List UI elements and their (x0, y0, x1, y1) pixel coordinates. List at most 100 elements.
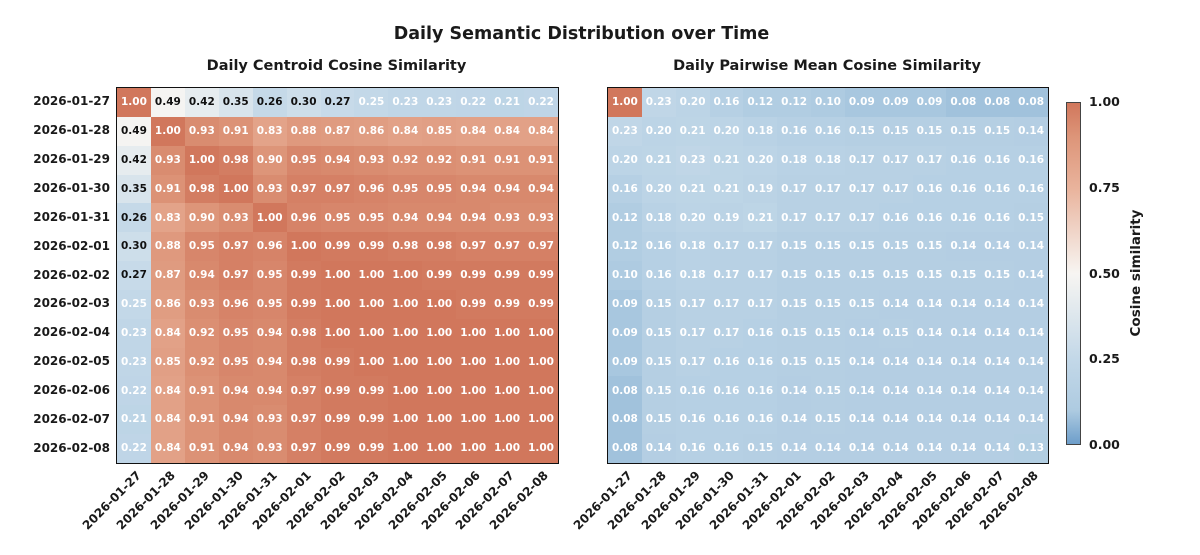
heatmap-cell: 0.18 (641, 203, 676, 233)
heatmap-cell: 0.23 (388, 88, 423, 117)
y-tick-label: 2026-02-04 (33, 325, 110, 340)
heatmap-cell: 0.21 (675, 174, 710, 204)
heatmap-cell: 0.18 (675, 261, 710, 290)
heatmap-cell: 0.96 (252, 232, 287, 262)
heatmap-cell: 0.14 (878, 289, 913, 319)
heatmap-cell: 0.17 (743, 261, 778, 290)
heatmap-cell: 0.14 (844, 405, 879, 435)
heatmap-cell: 1.00 (388, 376, 423, 406)
heatmap-cell: 0.14 (946, 434, 981, 463)
heatmap-cell: 1.00 (286, 232, 321, 262)
heatmap-cell: 0.21 (709, 174, 744, 204)
heatmap-cell: 0.15 (641, 405, 676, 435)
heatmap-cell: 0.15 (811, 405, 845, 435)
heatmap-cell: 0.15 (811, 376, 845, 406)
heatmap-cell: 0.23 (422, 88, 457, 117)
heatmap-cell: 0.16 (946, 203, 981, 233)
heatmap-cell: 0.14 (844, 347, 879, 377)
heatmap-cell: 0.15 (777, 261, 812, 290)
heatmap-cell: 0.15 (844, 261, 879, 290)
heatmap-cell: 1.00 (320, 289, 355, 319)
heatmap-cell: 1.00 (354, 261, 389, 290)
heatmap-cell: 0.14 (777, 376, 812, 406)
heatmap-cell: 0.08 (980, 88, 1015, 117)
heatmap-cell: 0.95 (354, 203, 389, 233)
heatmap-cell: 0.91 (150, 174, 185, 204)
heatmap-cell: 1.00 (490, 405, 525, 435)
heatmap-cell: 0.16 (946, 174, 981, 204)
heatmap-cell: 0.99 (354, 434, 389, 463)
heatmap-cell: 0.14 (1014, 232, 1048, 262)
heatmap-cell: 0.09 (912, 88, 947, 117)
heatmap-cell: 0.21 (675, 116, 710, 146)
heatmap-cell: 1.00 (422, 347, 457, 377)
heatmap-cell: 1.00 (252, 203, 287, 233)
heatmap-cell: 0.20 (641, 116, 676, 146)
heatmap-cell: 1.00 (388, 261, 423, 290)
heatmap-cell: 0.17 (743, 232, 778, 262)
heatmap-cell: 0.98 (184, 174, 219, 204)
heatmap-cell: 0.14 (912, 376, 947, 406)
heatmap-cell: 0.14 (912, 434, 947, 463)
heatmap-cell: 0.18 (777, 145, 812, 175)
heatmap-cell: 0.14 (1014, 405, 1048, 435)
heatmap-cell: 0.25 (354, 88, 389, 117)
heatmap-cell: 0.14 (641, 434, 676, 463)
heatmap-cell: 0.10 (811, 88, 845, 117)
heatmap-cell: 0.84 (524, 116, 558, 146)
heatmap-cell: 0.17 (912, 145, 947, 175)
heatmap-cell: 0.09 (878, 88, 913, 117)
heatmap-cell: 1.00 (490, 318, 525, 348)
heatmap-cell: 0.84 (456, 116, 491, 146)
heatmap-cell: 0.16 (980, 174, 1015, 204)
heatmap-cell: 0.08 (608, 376, 642, 406)
heatmap-cell: 0.14 (980, 376, 1015, 406)
heatmap-cell: 0.98 (286, 347, 321, 377)
heatmap-cell: 0.15 (641, 347, 676, 377)
heatmap-cell: 0.14 (1014, 376, 1048, 406)
heatmap-cell: 0.09 (844, 88, 879, 117)
heatmap-cell: 0.95 (252, 289, 287, 319)
heatmap-cell: 0.95 (218, 318, 253, 348)
heatmap-cell: 0.16 (743, 318, 778, 348)
heatmap-cell: 0.95 (286, 145, 321, 175)
heatmap-cell: 0.99 (286, 289, 321, 319)
heatmap-cell: 0.15 (912, 261, 947, 290)
heatmap-cell: 0.30 (286, 88, 321, 117)
heatmap-cell: 0.93 (490, 203, 525, 233)
heatmap-cell: 0.15 (811, 232, 845, 262)
heatmap-cell: 0.14 (844, 376, 879, 406)
heatmap-cell: 0.93 (354, 145, 389, 175)
heatmap-cell: 0.49 (117, 116, 151, 146)
heatmap-cell: 1.00 (456, 347, 491, 377)
heatmap-cell: 0.17 (878, 174, 913, 204)
heatmap-cell: 0.20 (641, 174, 676, 204)
heatmap-cell: 0.16 (980, 203, 1015, 233)
heatmap-cell: 1.00 (422, 405, 457, 435)
heatmap-cell: 1.00 (524, 347, 558, 377)
heatmap-cell: 0.17 (844, 203, 879, 233)
heatmap-cell: 0.16 (811, 116, 845, 146)
left-heatmap-title: Daily Centroid Cosine Similarity (206, 58, 467, 74)
heatmap-cell: 0.17 (675, 318, 710, 348)
heatmap-cell: 0.21 (490, 88, 525, 117)
heatmap-cell: 0.15 (811, 261, 845, 290)
heatmap-cell: 0.20 (675, 88, 710, 117)
heatmap-cell: 0.12 (608, 232, 642, 262)
heatmap-cell: 0.91 (184, 434, 219, 463)
heatmap-cell: 0.09 (608, 347, 642, 377)
heatmap-cell: 0.26 (252, 88, 287, 117)
colorbar-tick-label: 1.00 (1089, 94, 1120, 109)
heatmap-cell: 0.20 (675, 203, 710, 233)
heatmap-cell: 0.17 (709, 289, 744, 319)
heatmap-cell: 0.14 (777, 405, 812, 435)
heatmap-cell: 0.16 (641, 261, 676, 290)
heatmap-cell: 0.84 (490, 116, 525, 146)
colorbar-tick-label: 0.75 (1089, 179, 1120, 195)
heatmap-cell: 0.17 (878, 145, 913, 175)
heatmap-cell: 0.93 (252, 434, 287, 463)
heatmap-cell: 0.42 (184, 88, 219, 117)
heatmap-cell: 0.91 (184, 376, 219, 406)
heatmap-cell: 0.15 (844, 116, 879, 146)
heatmap-cell: 0.15 (811, 289, 845, 319)
